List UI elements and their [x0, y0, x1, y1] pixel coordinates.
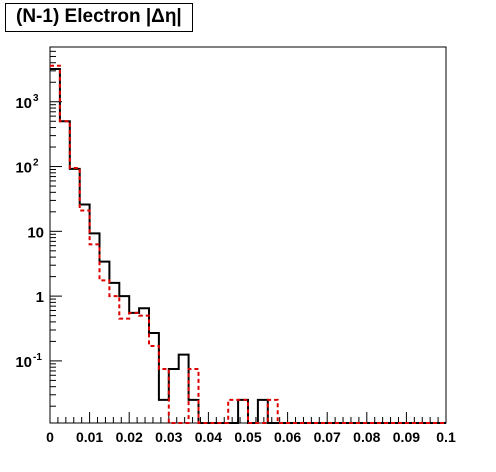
y-tick-label: 10	[15, 95, 32, 112]
x-tick-label: 0.01	[76, 429, 103, 445]
x-tick-label: 0.04	[195, 429, 222, 445]
y-tick-label: 10	[15, 354, 32, 371]
y-tick-exponent: 2	[33, 158, 39, 169]
x-tick-label: 0.02	[116, 429, 143, 445]
x-tick-label: 0	[46, 429, 54, 445]
x-tick-label: 0.09	[393, 429, 420, 445]
x-tick-label: 0.07	[314, 429, 341, 445]
y-tick-label: 1	[36, 289, 44, 306]
y-tick-exponent: -1	[33, 352, 42, 363]
series-layer	[50, 64, 446, 424]
chart-title: (N-1) Electron |Δη|	[5, 3, 193, 32]
x-tick-label: 0.1	[436, 429, 456, 445]
y-tick-exponent: 3	[33, 93, 39, 104]
x-axis: 0 0.01 0.02 0.03 0.04 0.05 0.06 0.07 0.08 0.09 0.1	[46, 412, 456, 445]
x-tick-label: 0.03	[155, 429, 182, 445]
y-tick-label: 10	[27, 224, 44, 241]
x-tick-label: 0.08	[353, 429, 380, 445]
x-tick-label: 0.06	[274, 429, 301, 445]
x-tick-label: 0.05	[234, 429, 261, 445]
histogram-series-red-dashed	[50, 64, 446, 424]
plot-frame	[49, 46, 447, 424]
y-tick-label: 10	[15, 160, 32, 177]
